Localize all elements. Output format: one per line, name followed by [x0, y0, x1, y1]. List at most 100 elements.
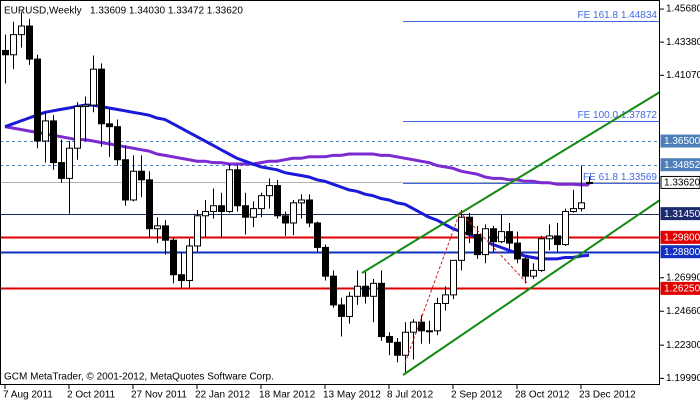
- candle-body: [130, 170, 137, 201]
- plot-area: FE 161.8 1.44834 FE 100.0 1.37872 FE 61.8 …: [0, 10, 660, 373]
- candle-body: [538, 238, 545, 271]
- x-tick-label: 2 Sep 2012: [451, 390, 503, 401]
- candle-body: [314, 222, 321, 248]
- candle-body: [530, 269, 537, 277]
- candle-body: [178, 274, 185, 281]
- candle-body: [426, 330, 433, 333]
- candle-body: [562, 210, 569, 246]
- x-tick-label: 18 Mar 2012: [259, 390, 316, 401]
- candle-body: [322, 246, 329, 277]
- candle-body: [586, 181, 593, 184]
- candle-body: [386, 336, 393, 343]
- candle-body: [10, 34, 17, 56]
- x-tick-label: 8 Jul 2012: [387, 390, 434, 401]
- fib-label: FE 61.8 1.33569: [583, 172, 657, 183]
- level-label: 1.28800: [664, 247, 700, 258]
- candle-body: [18, 25, 25, 36]
- y-tick-label: 1.22300: [666, 340, 700, 351]
- level-label: 1.33620: [664, 178, 700, 189]
- fib-label: FE 161.8 1.44834: [577, 10, 657, 21]
- candle-body: [226, 169, 233, 212]
- x-tick-label: 13 May 2012: [323, 390, 381, 401]
- candle-body: [58, 162, 65, 179]
- footer: GCM MetaTrader, © 2001-2012, MetaQuotes …: [4, 372, 274, 383]
- chart-title: EURUSD,Weekly: [4, 6, 82, 17]
- level-label: 1.34852: [664, 160, 700, 171]
- level-label: 1.26250: [664, 284, 700, 295]
- candle-body: [26, 25, 33, 60]
- candle-body: [522, 258, 529, 277]
- candle-body: [2, 49, 9, 56]
- level-box: [660, 158, 700, 172]
- channel-upper: [361, 91, 661, 274]
- candle-body: [434, 302, 441, 332]
- candle-body: [394, 341, 401, 356]
- y-tick-label: 1.41070: [666, 70, 700, 81]
- candle-body: [170, 239, 177, 276]
- candle-body: [274, 185, 281, 217]
- candle-body: [98, 68, 105, 125]
- level-box: [660, 207, 700, 221]
- candle-body: [378, 282, 385, 338]
- candle-body: [330, 275, 337, 306]
- candle-body: [74, 106, 81, 149]
- candle-body: [242, 205, 249, 218]
- candle-body: [266, 185, 273, 197]
- plot-border: [0, 0, 660, 385]
- candle-body: [234, 169, 241, 207]
- y-tick-label: 1.24660: [666, 306, 700, 317]
- candle-body: [370, 282, 377, 297]
- x-tick-label: 28 Oct 2012: [515, 390, 570, 401]
- x-tick-label: 2 Oct 2011: [67, 390, 116, 401]
- candle-body: [506, 231, 513, 244]
- candle-body: [418, 321, 425, 332]
- candle-body: [282, 215, 289, 224]
- candle-body: [346, 295, 353, 317]
- x-tick-label: 22 Jan 2012: [195, 390, 250, 401]
- level-box: [660, 175, 700, 189]
- fib-expansion-path: [404, 211, 528, 364]
- candle-body: [146, 179, 153, 230]
- candle-body: [554, 235, 561, 246]
- x-tick-label: 23 Dec 2012: [579, 390, 636, 401]
- candle-body: [354, 285, 361, 297]
- candle-body: [122, 159, 129, 201]
- candle-body: [82, 104, 89, 108]
- level-label: 1.31450: [664, 209, 700, 220]
- quote: 1.33609 1.34030 1.33472 1.33620: [90, 6, 243, 17]
- level-label: 1.29800: [664, 232, 700, 243]
- candle-body: [258, 195, 265, 210]
- candle-body: [194, 215, 201, 247]
- candle-body: [202, 210, 209, 217]
- candle-body: [546, 235, 553, 240]
- candle-body: [90, 68, 97, 106]
- candle-body: [498, 231, 505, 243]
- candle-body: [210, 205, 217, 212]
- level-box: [660, 245, 700, 259]
- candle-body: [450, 259, 457, 296]
- candle-body: [306, 199, 313, 224]
- level-box: [660, 230, 700, 244]
- x-tick-label: 7 Aug 2011: [3, 390, 53, 401]
- candle-body: [514, 242, 521, 260]
- candle-body: [218, 205, 225, 212]
- level-box: [660, 281, 700, 295]
- candle-body: [402, 331, 409, 356]
- y-tick-label: 1.19990: [666, 373, 700, 384]
- candle-body: [442, 294, 449, 304]
- candle-body: [362, 285, 369, 297]
- candle-body: [138, 170, 145, 181]
- candle-body: [162, 225, 169, 241]
- candle-body: [66, 147, 73, 179]
- candle-body: [34, 58, 41, 142]
- candle-body: [290, 202, 297, 224]
- candle-body: [338, 304, 345, 317]
- y-tick-label: 1.45680: [666, 4, 700, 15]
- candle-body: [458, 216, 465, 261]
- drawn-objects: [361, 91, 661, 376]
- candle-body: [410, 321, 417, 333]
- x-tick-label: 27 Nov 2011: [131, 390, 187, 401]
- candle-body: [154, 225, 161, 230]
